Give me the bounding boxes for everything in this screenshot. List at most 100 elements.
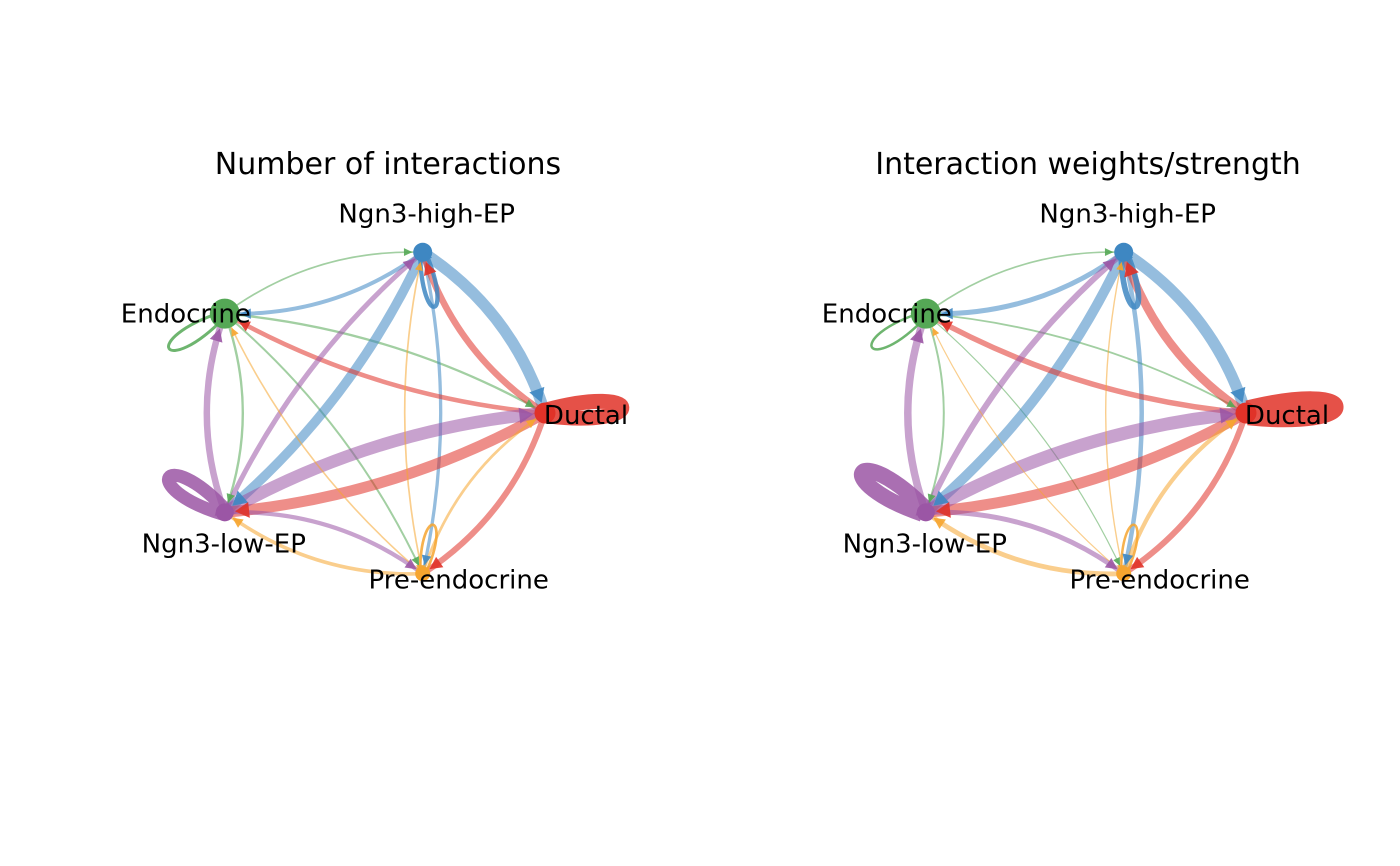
- panel-number: Ductal Ngn3-high-EP Endocrine Ngn3-low-EP Pr…: [121, 199, 630, 596]
- self-loop-ngn3_low: [162, 468, 230, 521]
- edge-endocrine-to-ngn3_low: [223, 313, 244, 513]
- arrowhead-loop-pre_endocrine: [416, 565, 425, 574]
- arrowhead-pre_endocrine-to-endocrine: [932, 327, 940, 337]
- arrowhead-ngn3_low-to-endocrine: [910, 328, 924, 344]
- arrowhead-ngn3_low-to-ngn3_high: [402, 258, 416, 271]
- arrowhead-ngn3_high-to-ngn3_low: [232, 490, 249, 506]
- edge-endocrine-to-pre_endocrine: [925, 313, 1125, 574]
- edge-ngn3_high-to-pre_endocrine: [421, 251, 443, 575]
- arrowhead-pre_endocrine-to-ductal: [1225, 419, 1238, 430]
- edge-ngn3_low-to-pre_endocrine: [224, 510, 424, 576]
- node-label-endocrine: Endocrine: [121, 300, 251, 330]
- node-label-ductal: Ductal: [544, 401, 628, 431]
- edge-endocrine-to-ductal: [925, 312, 1247, 414]
- edge-ngn3_high-to-ngn3_low: [221, 250, 428, 516]
- node-label-ngn3_high: Ngn3-high-EP: [1039, 199, 1216, 229]
- edge-ngn3_low-to-endocrine: [203, 312, 228, 514]
- arrowhead-ngn3_high-to-pre_endocrine: [421, 554, 432, 566]
- arrowhead-pre_endocrine-to-ductal: [525, 419, 537, 429]
- arrowhead-endocrine-to-pre_endocrine: [411, 556, 420, 566]
- arrowhead-ngn3_high-to-endocrine: [240, 308, 251, 319]
- edge-ductal-to-endocrine: [924, 311, 1247, 416]
- arrowhead-loop-endocrine: [217, 315, 227, 325]
- arrowhead-ductal-to-pre_endocrine: [429, 556, 444, 570]
- arrowhead-ngn3_high-to-ngn3_low: [933, 490, 950, 506]
- edge-pre_endocrine-to-ngn3_low: [924, 510, 1124, 577]
- arrowhead-loop-ductal: [1245, 404, 1255, 413]
- arrowhead-pre_endocrine-to-endocrine: [231, 327, 239, 337]
- arrowhead-ngn3_high-to-ductal: [529, 386, 545, 403]
- arrowhead-endocrine-to-ngn3_low: [927, 493, 936, 504]
- edge-pre_endocrine-to-ngn3_high: [403, 252, 424, 574]
- arrowhead-loop-pre_endocrine: [1117, 565, 1126, 574]
- arrowhead-ngn3_low-to-endocrine: [209, 328, 223, 343]
- edge-ductal-to-ngn3_low: [224, 408, 548, 518]
- edge-ductal-to-ngn3_low: [925, 408, 1249, 518]
- edge-ductal-to-endocrine: [223, 311, 546, 416]
- edge-ductal-to-pre_endocrine: [421, 412, 548, 577]
- arrowhead-endocrine-to-ductal: [1226, 399, 1236, 408]
- arrowhead-endocrine-to-ductal: [524, 399, 535, 408]
- arrowhead-ductal-to-ngn3_high: [1124, 261, 1139, 278]
- edge-endocrine-to-pre_endocrine: [224, 312, 424, 575]
- node-label-ngn3_low: Ngn3-low-EP: [843, 529, 1007, 559]
- node-ngn3_low: [215, 503, 234, 522]
- node-endocrine: [910, 298, 941, 329]
- arrowhead-ductal-to-endocrine: [238, 321, 251, 332]
- arrowhead-endocrine-to-pre_endocrine: [1113, 556, 1121, 566]
- self-loop-pre_endocrine: [1119, 523, 1139, 573]
- edge-ngn3_low-to-ngn3_high: [222, 250, 425, 514]
- arrowhead-ngn3_low-to-ngn3_high: [1102, 258, 1117, 272]
- node-ngn3_high: [1114, 242, 1134, 262]
- node-ngn3_low: [916, 503, 935, 522]
- node-endocrine: [209, 298, 240, 329]
- edge-ngn3_high-to-endocrine: [224, 250, 424, 316]
- arrowhead-ngn3_low-to-pre_endocrine: [1104, 557, 1118, 570]
- edge-ngn3_high-to-ngn3_low: [922, 250, 1129, 517]
- edge-pre_endocrine-to-ngn3_high: [1105, 252, 1125, 574]
- edge-ductal-to-pre_endocrine: [1122, 412, 1249, 577]
- edge-ngn3_high-to-ductal: [419, 247, 551, 415]
- edge-ngn3_low-to-ductal: [922, 406, 1247, 519]
- edge-ductal-to-ngn3_high: [419, 251, 547, 416]
- arrowhead-loop-ngn3_low: [214, 508, 224, 516]
- arrowhead-ductal-to-pre_endocrine: [1130, 556, 1145, 570]
- node-label-endocrine: Endocrine: [822, 300, 952, 330]
- arrowhead-pre_endocrine-to-ngn3_high: [415, 261, 423, 272]
- edge-pre_endocrine-to-endocrine: [925, 313, 1125, 575]
- edge-pre_endocrine-to-ngn3_low: [223, 510, 423, 576]
- self-loop-ductal: [544, 393, 630, 426]
- arrowhead-loop-ngn3_high: [424, 251, 433, 261]
- arrowhead-ngn3_high-to-ductal: [1230, 386, 1246, 403]
- arrowhead-endocrine-to-ngn3_high: [1104, 248, 1114, 257]
- arrowhead-endocrine-to-ngn3_high: [403, 248, 413, 257]
- arrowhead-loop-ductal: [544, 404, 554, 413]
- arrowhead-ngn3_low-to-pre_endocrine: [404, 558, 417, 570]
- arrowhead-ngn3_low-to-ductal: [518, 407, 534, 424]
- arrowhead-ductal-to-ngn3_low: [936, 501, 951, 518]
- arrowhead-ngn3_high-to-pre_endocrine: [1122, 553, 1134, 566]
- arrowhead-endocrine-to-ngn3_low: [226, 493, 235, 504]
- panel-title-interaction-weights: Interaction weights/strength: [875, 147, 1301, 182]
- panel-strength: Ductal Ngn3-high-EP Endocrine Ngn3-low-EP Pr…: [822, 199, 1344, 596]
- self-loop-ductal: [1245, 391, 1344, 428]
- node-ngn3_high: [413, 242, 433, 262]
- arrowhead-loop-ngn3_low: [915, 508, 925, 516]
- edge-ngn3_low-to-ngn3_high: [923, 249, 1126, 514]
- panel-title-number-of-interactions: Number of interactions: [214, 147, 562, 182]
- edge-pre_endocrine-to-ductal: [421, 411, 546, 575]
- edge-endocrine-to-ngn3_low: [924, 313, 945, 513]
- self-loop-endocrine: [870, 310, 927, 351]
- self-loop-endocrine: [167, 310, 226, 352]
- self-loop-pre_endocrine: [418, 523, 438, 573]
- node-label-pre_endocrine: Pre-endocrine: [1070, 566, 1250, 596]
- edge-ngn3_low-to-ductal: [221, 406, 546, 518]
- arrowhead-ductal-to-ngn3_high: [423, 261, 437, 277]
- arrowhead-pre_endocrine-to-ngn3_low: [933, 517, 946, 529]
- arrowhead-loop-ngn3_high: [1125, 251, 1134, 261]
- arrowhead-pre_endocrine-to-ngn3_low: [232, 517, 244, 528]
- edge-ngn3_high-to-pre_endocrine: [1121, 251, 1144, 575]
- node-label-pre_endocrine: Pre-endocrine: [369, 566, 549, 596]
